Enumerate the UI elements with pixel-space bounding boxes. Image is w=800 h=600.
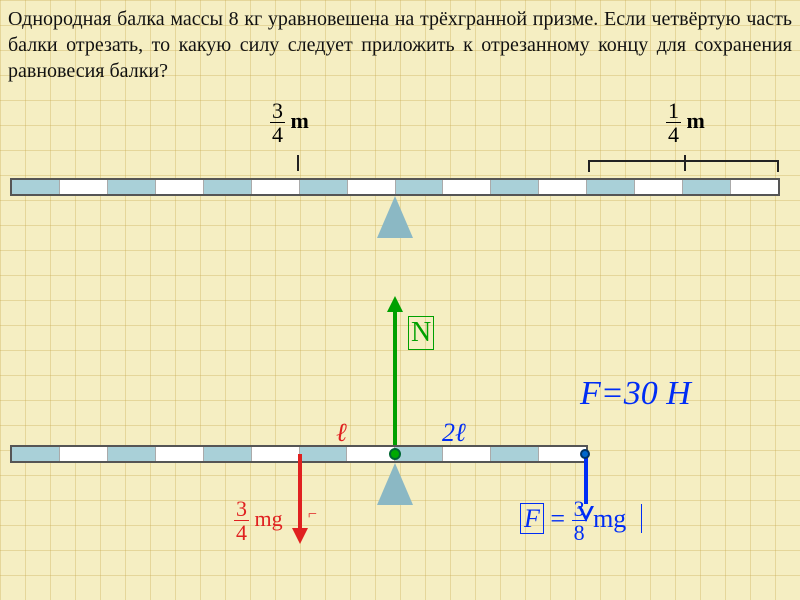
beam-segment	[443, 447, 491, 461]
frac-3-4: 3 4	[270, 100, 285, 146]
frac-1-4: 1 4	[666, 100, 681, 146]
beam-segment	[443, 180, 491, 194]
label-3-4-mg: 3 4 mg	[234, 498, 283, 544]
beam-segment	[731, 180, 778, 194]
beam-segment	[60, 447, 108, 461]
prism-1	[377, 196, 413, 238]
eq-sign: =	[550, 504, 565, 533]
label-N: N	[408, 316, 434, 350]
mg-2: mg	[593, 504, 626, 533]
beam-segment	[539, 180, 587, 194]
frac-3-8: 3 8	[572, 498, 587, 544]
beam-segment	[156, 180, 204, 194]
hinge-center	[389, 448, 401, 460]
angle-marker-weight: ⌐	[308, 506, 317, 524]
beam-segment	[108, 180, 156, 194]
m-unit-2: m	[687, 108, 705, 133]
beam-segment	[396, 180, 444, 194]
beam-segment	[300, 180, 348, 194]
beam-segment	[108, 447, 156, 461]
beam-segment	[491, 180, 539, 194]
m-unit-1: m	[291, 108, 309, 133]
beam-segment	[204, 180, 252, 194]
bracket-quarter	[588, 160, 779, 172]
beam-segment	[348, 180, 396, 194]
prism-2	[377, 463, 413, 505]
beam-segment	[635, 180, 683, 194]
beam-segment	[12, 180, 60, 194]
beam-segment	[156, 447, 204, 461]
label-2ell: 2ℓ	[442, 418, 466, 448]
mg-1: mg	[255, 506, 283, 531]
beam-segment	[491, 447, 539, 461]
F-box: F	[520, 503, 544, 534]
beam-segment	[252, 180, 300, 194]
hinge-right	[580, 449, 590, 459]
beam-segment	[60, 180, 108, 194]
beam-segment	[587, 180, 635, 194]
problem-text: Однородная балка массы 8 кг уравновешена…	[8, 6, 792, 84]
frac-3-4-b: 3 4	[234, 498, 249, 544]
label-ell: ℓ	[336, 418, 347, 448]
label-F-expr: F = 3 8 mg	[520, 498, 642, 544]
tick-3-4	[297, 155, 299, 171]
problem-line1: Однородная балка массы 8 кг уравновешена…	[8, 8, 598, 30]
beam-segment	[683, 180, 731, 194]
beam-segment	[300, 447, 348, 461]
answer: F=30 H	[580, 375, 691, 413]
beam-segment	[12, 447, 60, 461]
beam-segment	[204, 447, 252, 461]
label-1-4-m: 1 4 m	[666, 100, 705, 146]
beam-segment	[252, 447, 300, 461]
beam-full	[10, 178, 780, 196]
label-3-4-m: 3 4 m	[270, 100, 309, 146]
beam-segment	[395, 447, 443, 461]
